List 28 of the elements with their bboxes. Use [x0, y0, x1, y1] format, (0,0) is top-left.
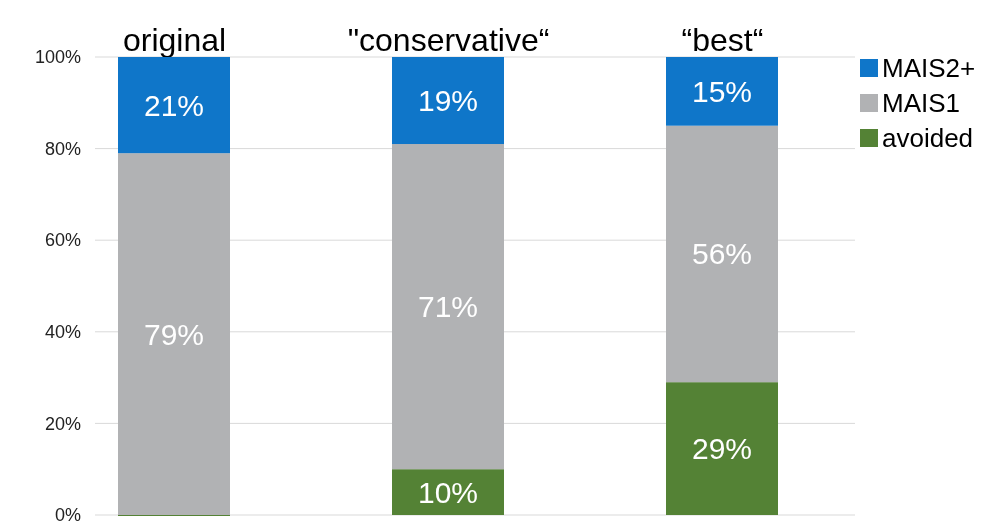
legend-label: MAIS1 — [882, 88, 961, 119]
bar — [392, 144, 504, 470]
bar — [118, 57, 230, 154]
bar — [118, 153, 230, 515]
legend-label: avoided — [882, 123, 974, 154]
bar — [666, 125, 778, 383]
bar — [666, 382, 778, 515]
y-tick-label: 20% — [44, 413, 81, 434]
y-tick-label: 100% — [34, 47, 81, 68]
data-label: 71% — [417, 290, 479, 324]
y-tick-label: 0% — [54, 505, 81, 525]
data-label: 79% — [143, 317, 205, 351]
data-label: 56% — [691, 237, 753, 271]
y-tick-label: 80% — [44, 138, 81, 159]
y-tick-label: 60% — [44, 230, 81, 251]
x-tick-label: original — [122, 22, 227, 58]
data-label: 19% — [417, 84, 479, 118]
legend-label: MAIS2+ — [882, 53, 976, 84]
y-tick-label: 40% — [44, 322, 81, 343]
x-tick-label: "conservative“ — [347, 22, 550, 58]
x-tick-label: “best“ — [681, 22, 764, 58]
data-label: 10% — [417, 475, 479, 509]
data-label: 21% — [143, 88, 205, 122]
bar — [392, 469, 504, 515]
data-label: 15% — [691, 74, 753, 108]
data-label: 29% — [691, 432, 753, 466]
bar — [666, 57, 778, 126]
bar — [392, 57, 504, 145]
